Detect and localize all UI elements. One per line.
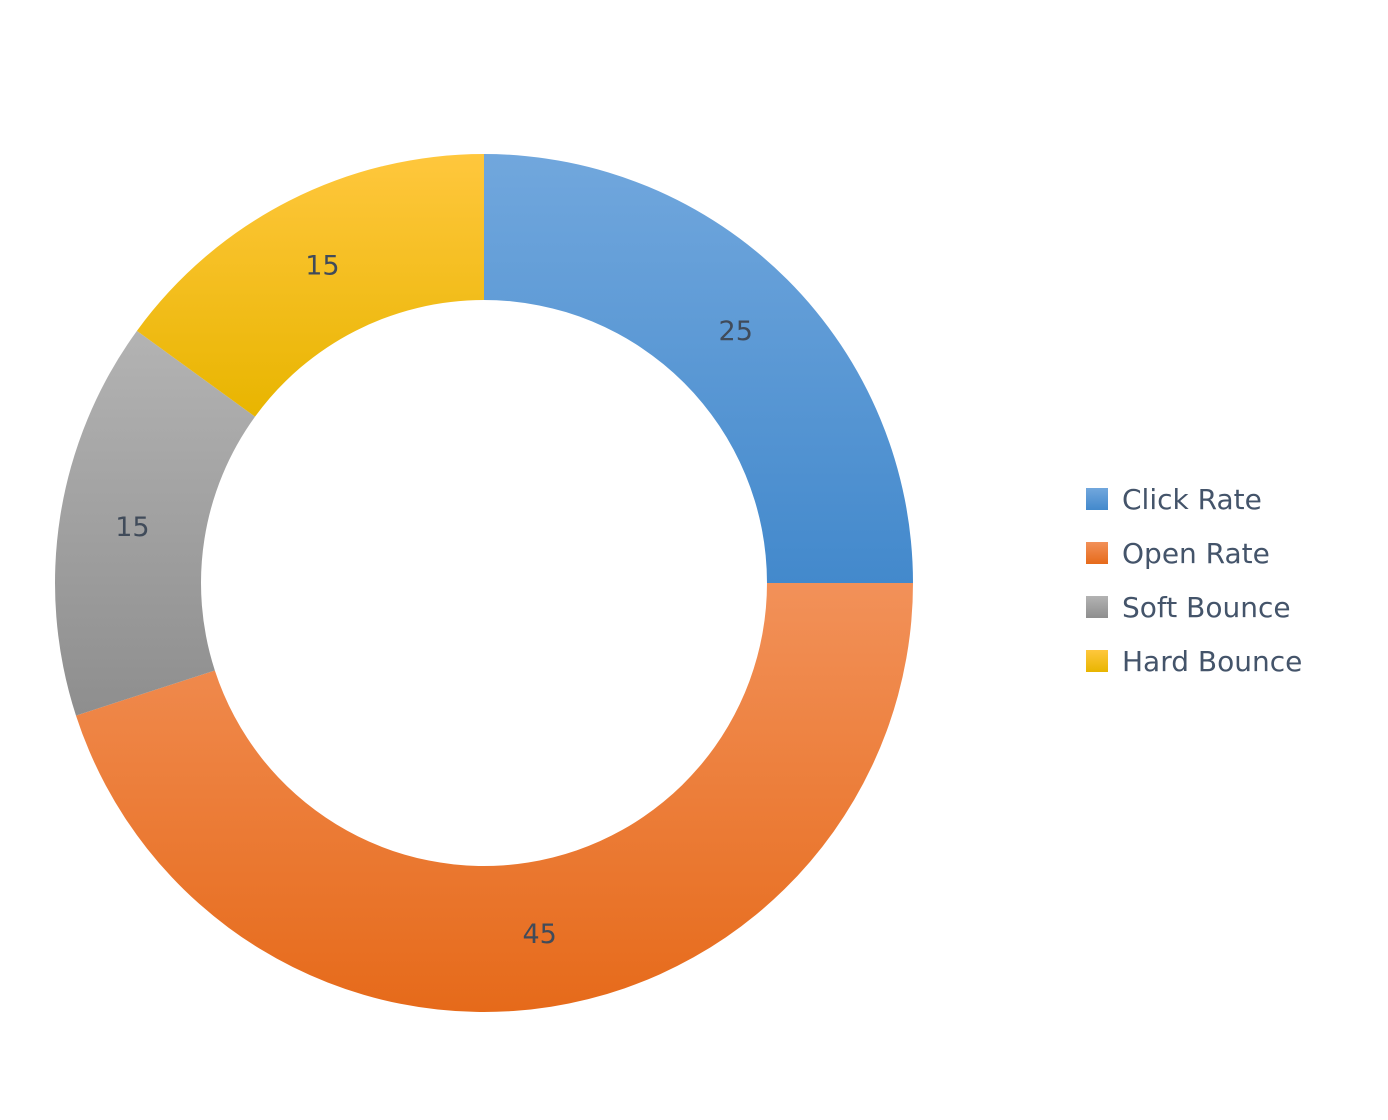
- slice-open-rate: [75, 583, 913, 1012]
- data-label-open-rate: 45: [523, 919, 557, 950]
- slice-hard-bounce: [136, 153, 485, 417]
- legend: Click Rate Open Rate Soft Bounce Hard Bo…: [1086, 472, 1376, 688]
- legend-swatch-click-rate: [1086, 488, 1108, 510]
- data-labels-group: 25 45 15 15: [115, 250, 753, 950]
- legend-swatch-soft-bounce: [1086, 596, 1108, 618]
- legend-label-hard-bounce: Hard Bounce: [1122, 644, 1303, 678]
- legend-item-open-rate: Open Rate: [1086, 526, 1376, 580]
- legend-swatch-open-rate: [1086, 542, 1108, 564]
- legend-label-open-rate: Open Rate: [1122, 536, 1270, 570]
- legend-label-soft-bounce: Soft Bounce: [1122, 590, 1291, 624]
- data-label-hard-bounce: 15: [305, 250, 339, 281]
- legend-label-click-rate: Click Rate: [1122, 482, 1262, 516]
- slice-click-rate: [484, 154, 913, 583]
- legend-item-click-rate: Click Rate: [1086, 472, 1376, 526]
- legend-swatch-hard-bounce: [1086, 650, 1108, 672]
- data-label-click-rate: 25: [719, 316, 753, 347]
- slices-group: [55, 153, 913, 1012]
- slice-soft-bounce: [55, 330, 256, 716]
- data-label-soft-bounce: 15: [115, 512, 149, 543]
- legend-item-hard-bounce: Hard Bounce: [1086, 634, 1376, 688]
- legend-item-soft-bounce: Soft Bounce: [1086, 580, 1376, 634]
